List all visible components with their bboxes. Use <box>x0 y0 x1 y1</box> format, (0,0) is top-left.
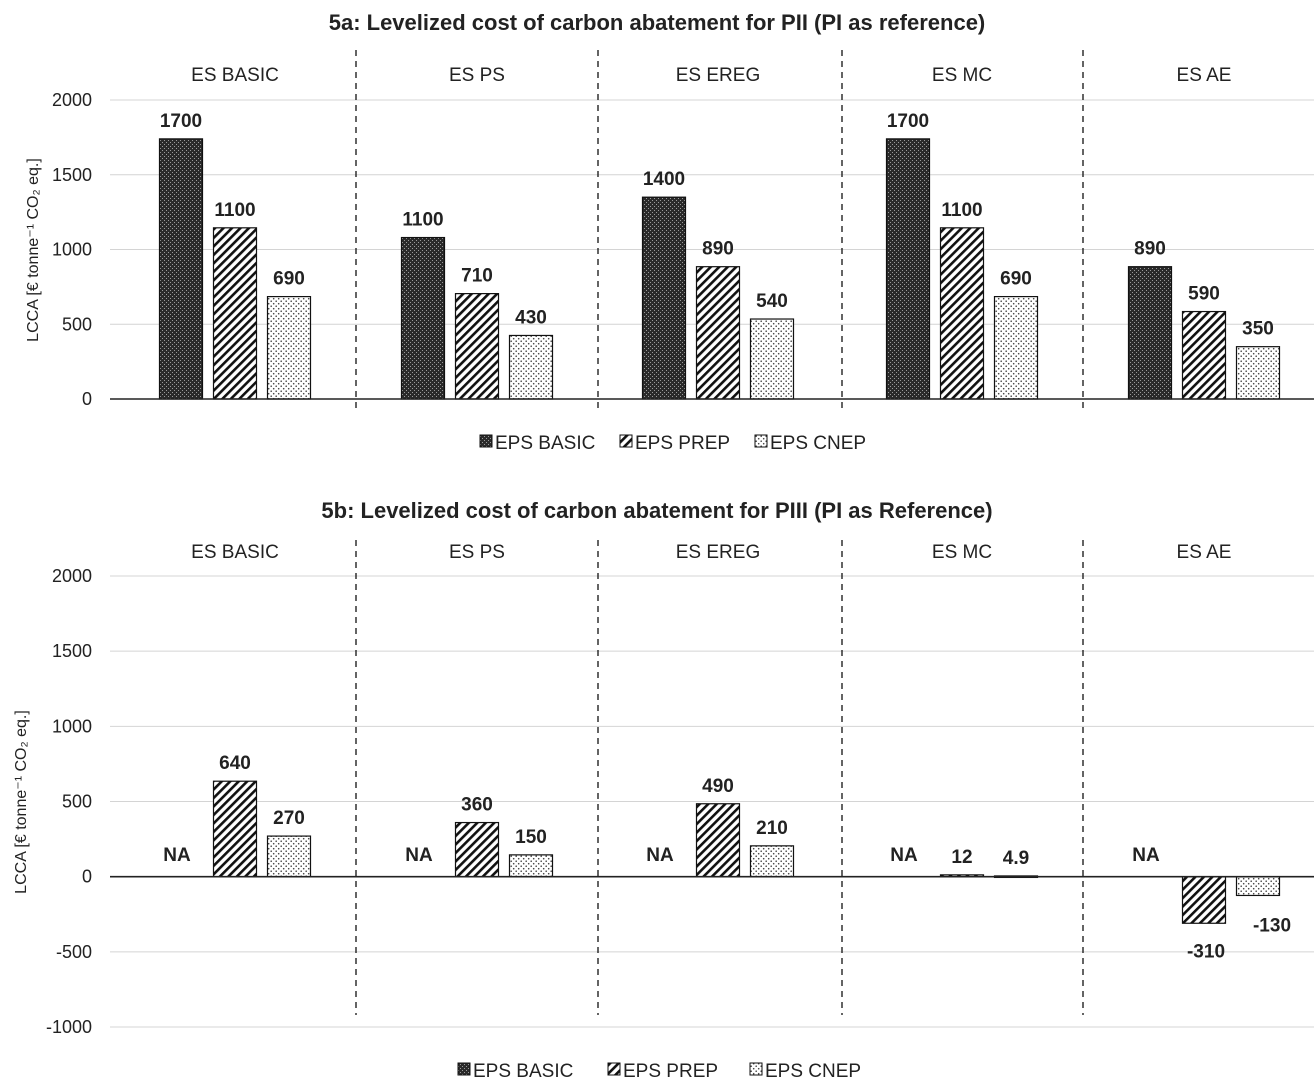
chart-title: 5b: Levelized cost of carbon abatement f… <box>321 498 992 523</box>
y-tick-label: 0 <box>82 867 92 887</box>
data-label-na: NA <box>646 845 674 866</box>
data-label: 1400 <box>643 169 685 190</box>
y-tick-label: 1500 <box>52 165 92 185</box>
legend-label: EPS BASIC <box>495 433 595 454</box>
category-label: ES EREG <box>676 542 760 563</box>
y-tick-label: -1000 <box>46 1017 92 1037</box>
category-label: ES MC <box>932 65 992 86</box>
data-label: 640 <box>219 753 251 774</box>
y-tick-label: 2000 <box>52 90 92 110</box>
data-label: 210 <box>756 818 788 839</box>
category-label: ES AE <box>1177 65 1232 86</box>
legend-label: EPS PREP <box>635 433 730 454</box>
bar <box>749 318 795 400</box>
y-axis-label: LCCA [€ tonne⁻¹ CO₂ eq.] <box>25 158 42 342</box>
bar <box>508 334 554 400</box>
bar <box>266 835 312 878</box>
legend-label: EPS BASIC <box>473 1061 573 1079</box>
bar <box>1181 876 1227 924</box>
legend: EPS BASIC EPS PREP EPS CNEP <box>479 433 866 454</box>
data-label: 350 <box>1242 319 1274 340</box>
data-label: 1100 <box>941 200 982 221</box>
bar <box>266 295 312 400</box>
bar <box>641 196 687 400</box>
data-label: 490 <box>702 776 734 797</box>
chart-title: 5a: Levelized cost of carbon abatement f… <box>329 10 986 35</box>
bar <box>212 227 258 400</box>
y-tick-label: 1000 <box>52 716 92 736</box>
bar <box>1235 346 1281 400</box>
y-axis-label: LCCA [€ tonne⁻¹ CO₂ eq.] <box>13 710 30 894</box>
data-label: 710 <box>461 266 493 287</box>
y-tick-label: 1500 <box>52 641 92 661</box>
bar <box>993 295 1039 400</box>
data-label: 430 <box>515 307 547 328</box>
data-label: 1700 <box>887 111 929 132</box>
category-label: ES MC <box>932 542 992 563</box>
bar <box>939 227 985 400</box>
data-label: -310 <box>1187 941 1225 962</box>
data-label: 150 <box>515 827 547 848</box>
data-label-na: NA <box>890 845 918 866</box>
data-label: 590 <box>1188 284 1220 305</box>
legend-swatch <box>619 434 633 448</box>
legend-swatch <box>457 1062 471 1076</box>
legend: EPS BASIC EPS PREP EPS CNEP <box>457 1061 861 1079</box>
data-label: 690 <box>273 269 305 290</box>
data-label: 890 <box>702 239 734 260</box>
data-label: 270 <box>273 808 305 829</box>
category-label: ES EREG <box>676 65 760 86</box>
bar <box>400 236 446 400</box>
y-tick-label: 0 <box>82 389 92 409</box>
legend-label: EPS PREP <box>623 1061 718 1079</box>
category-label: ES BASIC <box>191 65 279 86</box>
y-tick-label: 500 <box>62 314 92 334</box>
bar <box>695 266 741 400</box>
data-label: 540 <box>756 291 788 312</box>
legend-label: EPS CNEP <box>765 1061 861 1079</box>
bar <box>508 854 554 878</box>
data-label: -130 <box>1253 915 1291 936</box>
bar <box>1235 876 1281 897</box>
chart-panel-b: 5b: Levelized cost of carbon abatement f… <box>13 498 1314 1079</box>
y-tick-label: -500 <box>56 942 92 962</box>
data-label: 1100 <box>214 200 255 221</box>
data-label: 1700 <box>160 111 202 132</box>
y-tick-label: 2000 <box>52 566 92 586</box>
data-label: 4.9 <box>1003 848 1029 869</box>
bar <box>454 293 500 400</box>
data-label: 890 <box>1134 239 1166 260</box>
data-label-na: NA <box>163 845 191 866</box>
data-label: 690 <box>1000 269 1032 290</box>
bar <box>212 780 258 878</box>
category-label: ES BASIC <box>191 542 279 563</box>
data-label: 12 <box>951 847 972 868</box>
legend-label: EPS CNEP <box>770 433 866 454</box>
legend-swatch <box>607 1062 621 1076</box>
y-tick-label: 500 <box>62 792 92 812</box>
legend-swatch <box>749 1062 763 1076</box>
data-label: 1100 <box>402 210 443 231</box>
bar <box>885 138 931 400</box>
bar <box>695 803 741 878</box>
category-label: ES PS <box>449 65 505 86</box>
legend-swatch <box>479 434 493 448</box>
bar <box>1127 266 1173 400</box>
chart-panel-a: 5a: Levelized cost of carbon abatement f… <box>25 10 1314 454</box>
bar <box>454 821 500 878</box>
y-tick-label: 1000 <box>52 240 92 260</box>
data-label-na: NA <box>1132 845 1160 866</box>
data-label-na: NA <box>405 845 433 866</box>
bar <box>749 845 795 878</box>
bar <box>158 138 204 400</box>
data-label: 360 <box>461 795 493 816</box>
legend-swatch <box>754 434 768 448</box>
category-label: ES AE <box>1177 542 1232 563</box>
bar <box>1181 310 1227 400</box>
category-label: ES PS <box>449 542 505 563</box>
